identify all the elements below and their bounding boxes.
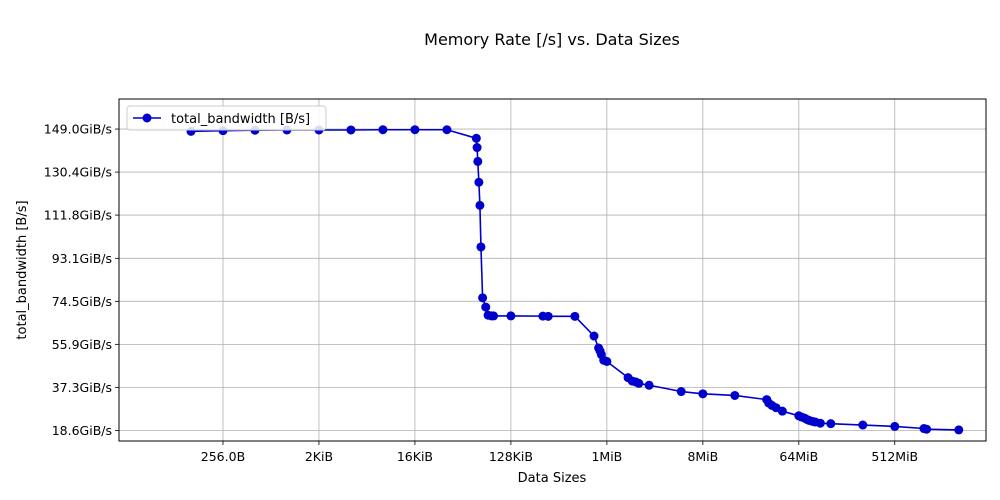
data-point <box>730 390 740 400</box>
x-tick-label: 512MiB <box>871 449 918 464</box>
data-point <box>634 378 644 388</box>
y-axis: 18.6GiB/s 37.3GiB/s 55.9GiB/s 74.5GiB/s 93.1… <box>44 122 119 438</box>
data-point <box>570 311 580 321</box>
data-point <box>826 419 836 429</box>
legend-marker <box>142 113 152 123</box>
data-point <box>489 311 499 321</box>
data-point <box>676 387 686 397</box>
y-axis-label: total_bandwidth [B/s] <box>15 200 30 339</box>
x-tick-label: 128KiB <box>489 449 533 464</box>
data-point <box>475 200 485 210</box>
data-point <box>602 356 612 366</box>
data-point <box>506 311 516 321</box>
data-point <box>777 406 787 416</box>
y-tick-label: 149.0GiB/s <box>44 122 112 137</box>
x-tick-label: 16KiB <box>397 449 433 464</box>
data-point <box>890 421 900 431</box>
data-point <box>476 242 486 252</box>
data-point <box>858 420 868 430</box>
data-point <box>478 293 488 303</box>
grid <box>119 99 986 441</box>
series-line <box>190 128 959 431</box>
y-tick-label: 74.5GiB/s <box>52 294 112 309</box>
x-tick-label: 2KiB <box>305 449 333 464</box>
chart-title: Memory Rate [/s] vs. Data Sizes <box>424 30 680 49</box>
data-point <box>442 125 452 135</box>
legend: total_bandwidth [B/s] <box>126 105 327 131</box>
data-point <box>473 156 483 166</box>
data-point <box>481 302 491 312</box>
x-tick-label: 64MiB <box>779 449 818 464</box>
y-tick-label: 93.1GiB/s <box>52 251 112 266</box>
data-point <box>644 380 654 390</box>
x-tick-label: 1MiB <box>591 449 622 464</box>
data-point <box>410 125 420 135</box>
y-tick-label: 111.8GiB/s <box>44 208 112 223</box>
y-tick-label: 55.9GiB/s <box>52 337 112 352</box>
data-point <box>543 311 553 321</box>
y-tick-label: 18.6GiB/s <box>52 423 112 438</box>
data-point <box>954 425 964 435</box>
data-point <box>922 424 932 434</box>
x-tick-label: 256.0B <box>201 449 245 464</box>
series-layer <box>186 125 964 435</box>
y-tick-label: 130.4GiB/s <box>44 165 112 180</box>
x-tick-label: 8MiB <box>687 449 718 464</box>
data-point <box>472 143 482 153</box>
legend-box <box>126 105 327 131</box>
data-point <box>698 389 708 399</box>
data-point <box>589 331 599 341</box>
y-tick-label: 37.3GiB/s <box>52 380 112 395</box>
legend-entry: total_bandwidth [B/s] <box>171 112 310 127</box>
data-point <box>346 125 356 135</box>
data-point <box>474 177 484 187</box>
data-point <box>815 418 825 428</box>
plot-frame <box>118 98 987 442</box>
data-point <box>471 133 481 143</box>
x-axis-label: Data Sizes <box>518 471 587 486</box>
x-axis: 256.0B 2KiB 16KiB 128KiB 1MiB 8MiB 64MiB 512MiB <box>201 441 918 464</box>
data-point <box>378 125 388 135</box>
